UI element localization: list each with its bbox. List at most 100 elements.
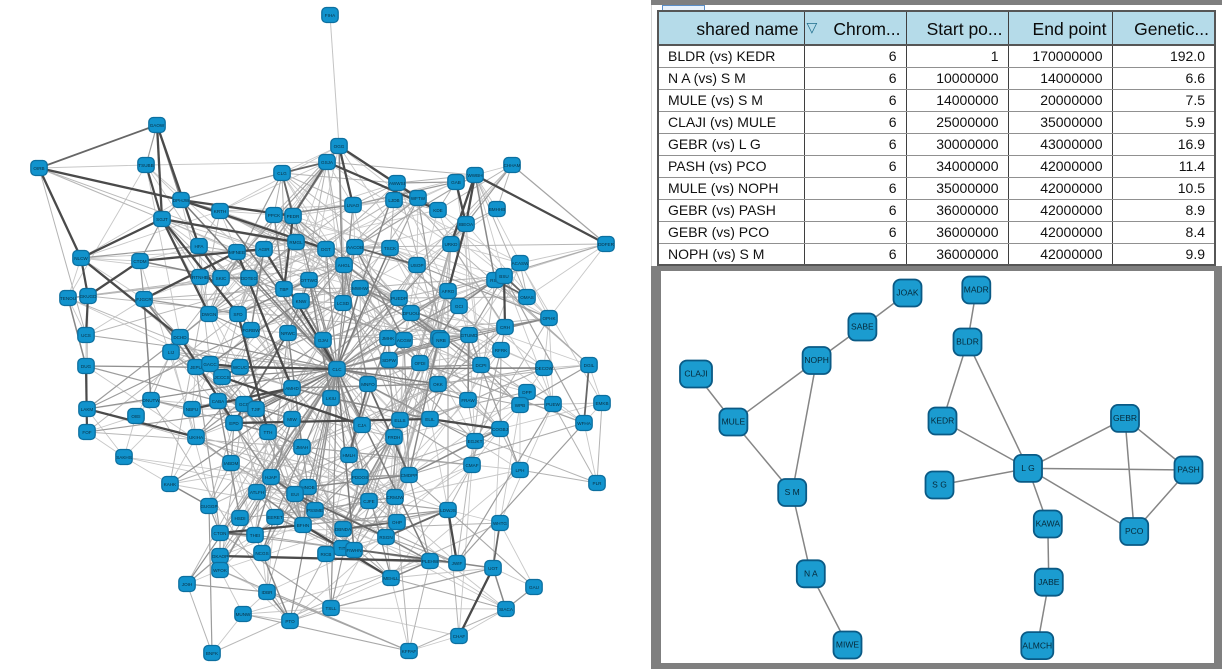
svg-text:CLAJI: CLAJI [684,369,707,379]
svg-text:UKIHA: UKIHA [189,435,204,440]
svg-text:IDBR: IDBR [262,590,274,595]
svg-text:HFA: HFA [195,244,205,249]
svg-text:MADR: MADR [964,285,989,295]
svg-text:FGRBW: FGRBW [242,328,260,333]
svg-text:AWWSI: AWWSI [389,181,405,186]
svg-text:FIHA: FIHA [325,13,336,18]
svg-text:RMGL: RMGL [289,240,303,245]
svg-text:UOT: UOT [488,566,498,571]
svg-text:HSDI: HSDI [235,516,246,521]
svg-text:COGBJ: COGBJ [492,427,508,432]
svg-text:SFD: SFD [233,312,243,317]
svg-text:S M: S M [785,487,800,497]
svg-text:UCS: UCS [81,333,91,338]
svg-text:MULE: MULE [722,417,746,427]
svg-text:EGJKT: EGJKT [468,439,483,444]
svg-text:CTDM: CTDM [133,259,146,264]
svg-text:DCHD: DCHD [173,335,187,340]
svg-text:CJA: CJA [358,423,368,428]
svg-text:PTO: PTO [285,619,295,624]
svg-text:NRWC: NRWC [281,331,296,336]
svg-text:DPHJW: DPHJW [173,198,190,203]
svg-text:RFRK: RFRK [495,348,508,353]
svg-text:JABE: JABE [1038,577,1060,587]
svg-text:TENOU: TENOU [60,296,76,301]
svg-text:WCUC: WCUC [233,365,248,370]
svg-text:NOPH: NOPH [804,355,829,365]
svg-text:TSCK: TSCK [384,246,397,251]
svg-text:N A: N A [804,569,818,579]
svg-text:TIT: TIT [339,546,346,551]
svg-text:DCPI: DCPI [476,363,487,368]
svg-text:JCCCS: JCCCS [214,375,229,380]
svg-text:DWGN: DWGN [202,312,217,317]
svg-text:SDPW: SDPW [382,358,396,363]
svg-text:FRAW: FRAW [461,398,475,403]
svg-text:GKUGD: GKUGD [80,294,98,299]
svg-text:OKK: OKK [433,382,444,387]
svg-text:WPB: WPB [515,403,525,408]
svg-text:HNOB: HNOB [301,485,314,490]
svg-text:EMKB: EMKB [595,401,608,406]
svg-text:CHAF: CHAF [453,634,466,639]
svg-text:DDTEG: DDTEG [241,276,258,281]
svg-text:KFPAF: KFPAF [402,649,417,654]
svg-text:S G: S G [932,480,947,490]
svg-text:LIJ: LIJ [168,350,174,355]
svg-text:GCI: GCI [455,304,463,309]
svg-text:IABDM: IABDM [224,461,239,466]
svg-text:FRDH: FRDH [388,435,401,440]
svg-text:NRB: NRB [436,338,446,343]
svg-text:CRMJW: CRMJW [386,495,404,500]
svg-text:CJFE: CJFE [363,499,374,504]
svg-text:OTTWO: OTTWO [300,278,318,283]
svg-text:JMHK: JMHK [382,336,395,341]
svg-text:ALMCH: ALMCH [1022,640,1052,650]
svg-text:GEBR: GEBR [1113,413,1137,423]
svg-text:SABE: SABE [851,322,874,332]
svg-text:AACOB: AACOB [347,245,363,250]
svg-text:PDDOS: PDDOS [352,475,368,480]
svg-text:FJGCR: FJGCR [136,297,152,302]
svg-text:GTUMD: GTUMD [461,333,479,338]
svg-text:BLDR: BLDR [956,337,979,347]
svg-text:WFTW: WFTW [411,196,426,201]
svg-text:RSU: RSU [490,278,500,283]
svg-text:MNFO: MNFO [361,382,375,387]
svg-text:ONUTW: ONUTW [142,398,160,403]
svg-text:CMDPP: CMDPP [401,473,418,478]
svg-text:LAKM: LAKM [81,407,94,412]
svg-text:RTNHB: RTNHB [192,275,208,280]
svg-text:THEI: THEI [250,533,260,538]
svg-text:PLEHW: PLEHW [422,559,439,564]
svg-text:DBNDA: DBNDA [335,527,352,532]
svg-text:CLG: CLG [277,171,287,176]
svg-text:OGG: OGG [334,144,345,149]
svg-text:OHP: OHP [392,520,402,525]
svg-text:AGIR: AGIR [258,247,270,252]
svg-text:LNAO: LNAO [347,203,360,208]
svg-text:GSJA: GSJA [321,160,334,165]
svg-text:DFUOU: DFUOU [403,311,419,316]
svg-text:LDWJS: LDWJS [440,508,456,513]
svg-text:TJIF: TJIF [251,407,260,412]
svg-text:MFNEE: MFNEE [229,250,245,255]
svg-text:AMHD: AMHD [285,386,299,391]
svg-text:GACC: GACC [203,362,217,367]
svg-text:HMLH: HMLH [342,453,355,458]
svg-text:TTH: TTH [264,430,273,435]
svg-text:RSGN: RSGN [379,535,392,540]
svg-text:PUEW: PUEW [546,402,560,407]
svg-text:GCC: GCC [239,402,250,407]
svg-text:MIW: MIW [287,417,297,422]
svg-text:HJAP: HJAP [265,475,277,480]
svg-text:JOIH: JOIH [182,582,192,587]
svg-text:USOP: USOP [410,263,423,268]
svg-text:JOAK: JOAK [896,288,919,298]
svg-text:RICB: RICB [321,552,332,557]
svg-text:GJAI: GJAI [318,338,328,343]
svg-text:PEDR: PEDR [287,214,300,219]
svg-text:EERET: EERET [267,515,283,520]
svg-text:AHGL: AHGL [338,263,351,268]
svg-text:ELIL: ELIL [425,417,435,422]
